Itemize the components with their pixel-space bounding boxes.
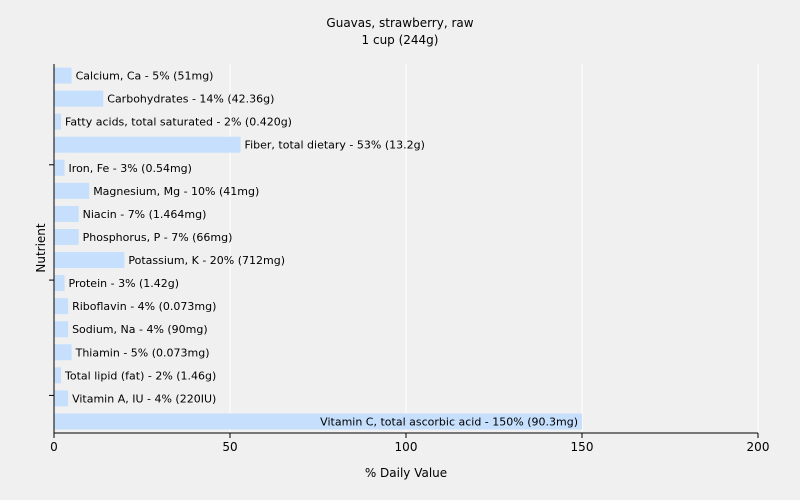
bar-12 xyxy=(54,344,72,361)
bar-3 xyxy=(54,136,241,153)
bar-label-7: Phosphorus, P - 7% (66mg) xyxy=(83,231,233,244)
bar-8 xyxy=(54,252,125,269)
x-tick-label-0: 0 xyxy=(50,440,58,454)
bar-label-3: Fiber, total dietary - 53% (13.2g) xyxy=(245,139,425,152)
bar-0 xyxy=(54,67,72,84)
bar-10 xyxy=(54,298,69,315)
bar-label-1: Carbohydrates - 14% (42.36g) xyxy=(107,93,274,106)
bar-label-4: Iron, Fe - 3% (0.54mg) xyxy=(69,162,192,175)
bar-label-15: Vitamin C, total ascorbic acid - 150% (9… xyxy=(320,415,578,428)
grid xyxy=(229,64,759,433)
chart-title: Guavas, strawberry, raw xyxy=(326,16,473,30)
bar-label-6: Niacin - 7% (1.464mg) xyxy=(83,208,207,221)
bar-label-11: Sodium, Na - 4% (90mg) xyxy=(72,323,208,336)
bar-6 xyxy=(54,205,79,222)
bar-11 xyxy=(54,321,69,338)
bar-label-13: Total lipid (fat) - 2% (1.46g) xyxy=(64,369,216,382)
bar-label-10: Riboflavin - 4% (0.073mg) xyxy=(72,300,216,313)
bar-label-8: Potassium, K - 20% (712mg) xyxy=(128,254,285,267)
bar-7 xyxy=(54,228,79,245)
x-tick-label-1: 50 xyxy=(222,440,237,454)
axes: 0 50 100 150 200 xyxy=(49,64,769,454)
bar-2 xyxy=(54,113,62,130)
x-tick-label-2: 100 xyxy=(395,440,418,454)
bar-14 xyxy=(54,390,69,407)
x-axis-label: % Daily Value xyxy=(365,466,447,480)
bar-9 xyxy=(54,275,65,292)
bar-label-14: Vitamin A, IU - 4% (220IU) xyxy=(72,392,216,405)
bar-1 xyxy=(54,90,104,107)
bar-5 xyxy=(54,182,90,199)
bars: Calcium, Ca - 5% (51mg) Carbohydrates - 1… xyxy=(54,67,582,430)
bar-label-0: Calcium, Ca - 5% (51mg) xyxy=(76,70,214,83)
x-tick-label-3: 150 xyxy=(571,440,594,454)
bar-label-9: Protein - 3% (1.42g) xyxy=(69,277,180,290)
bar-label-12: Thiamin - 5% (0.073mg) xyxy=(75,346,210,359)
x-tick-label-4: 200 xyxy=(747,440,770,454)
bar-label-2: Fatty acids, total saturated - 2% (0.420… xyxy=(65,116,292,129)
bar-15 xyxy=(54,413,582,430)
chart-subtitle: 1 cup (244g) xyxy=(362,33,439,47)
bar-label-5: Magnesium, Mg - 10% (41mg) xyxy=(93,185,259,198)
bar-4 xyxy=(54,159,65,176)
bar-13 xyxy=(54,367,62,384)
y-axis-label: Nutrient xyxy=(34,223,48,273)
